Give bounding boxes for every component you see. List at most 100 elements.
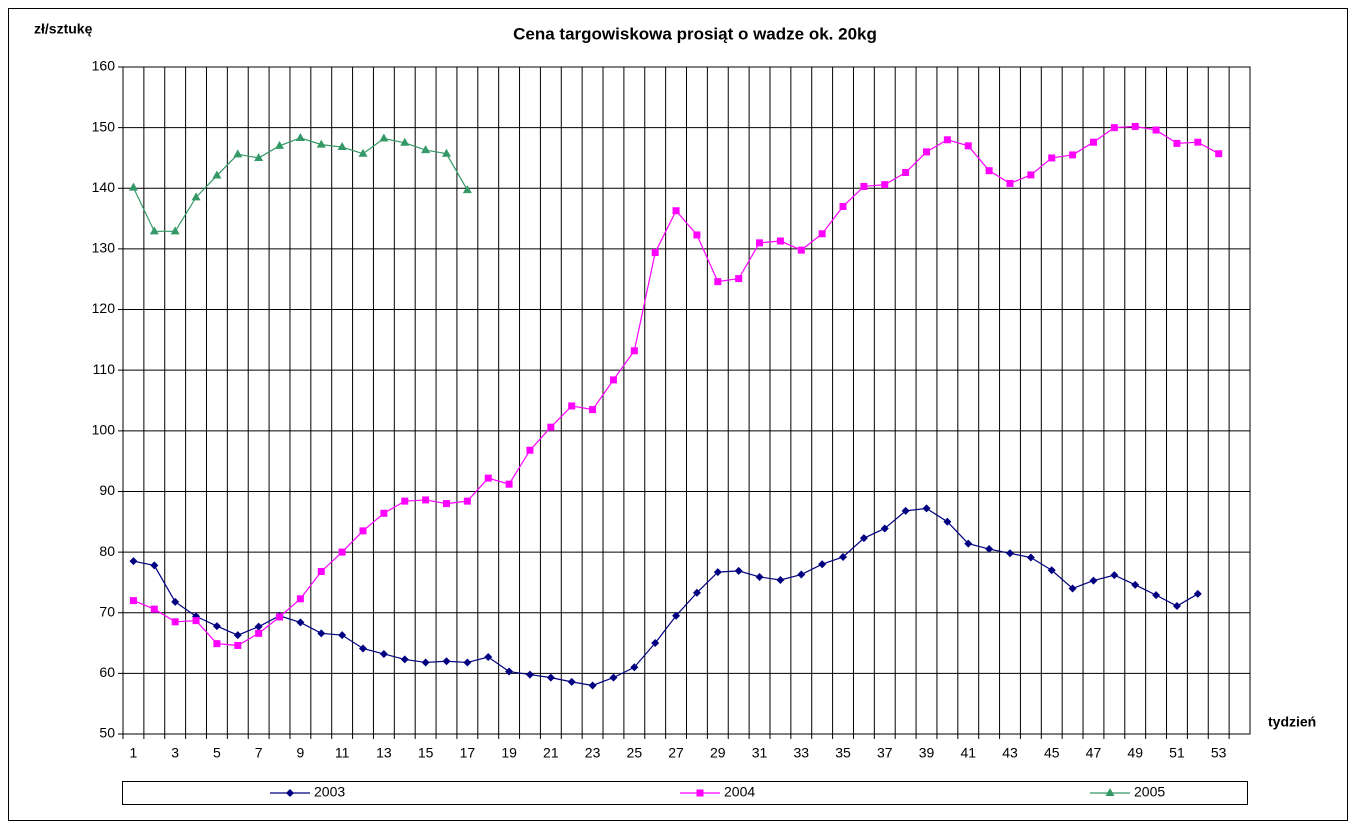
marker — [213, 640, 221, 648]
marker — [276, 613, 284, 621]
x-tick-label: 47 — [1086, 745, 1102, 761]
marker — [380, 509, 388, 517]
y-tick-label: 120 — [92, 300, 116, 316]
marker — [337, 142, 347, 151]
marker — [547, 423, 555, 431]
marker — [171, 618, 179, 626]
marker — [442, 500, 450, 508]
marker — [1006, 179, 1014, 187]
x-tick-label: 1 — [130, 745, 138, 761]
x-tick-label: 17 — [460, 745, 476, 761]
marker — [317, 629, 326, 638]
x-tick-label: 53 — [1211, 745, 1227, 761]
y-tick-label: 130 — [92, 240, 116, 256]
y-tick-label: 160 — [92, 58, 116, 74]
marker — [860, 182, 868, 190]
x-tick-label: 7 — [255, 745, 263, 761]
marker — [525, 670, 534, 679]
marker — [630, 347, 638, 355]
x-axis-label: tydzień — [1268, 714, 1316, 730]
marker — [254, 152, 264, 161]
marker — [296, 618, 305, 627]
series-line — [133, 507, 1199, 687]
marker — [713, 568, 722, 577]
x-tick-label: 27 — [668, 745, 684, 761]
marker — [797, 570, 806, 579]
marker — [338, 548, 346, 556]
marker — [484, 474, 492, 482]
marker — [902, 169, 910, 177]
x-tick-label: 49 — [1127, 745, 1143, 761]
marker — [756, 239, 764, 247]
marker — [714, 278, 722, 286]
marker — [797, 246, 805, 254]
marker — [693, 231, 701, 239]
marker — [233, 149, 243, 158]
marker — [400, 137, 410, 146]
marker — [191, 192, 201, 201]
marker — [1069, 151, 1077, 159]
legend-label: 2005 — [1134, 784, 1165, 800]
marker — [275, 140, 285, 149]
marker — [567, 677, 576, 686]
x-tick-label: 37 — [877, 745, 893, 761]
marker — [589, 406, 597, 414]
marker — [964, 539, 973, 548]
marker — [964, 142, 972, 150]
marker — [149, 226, 159, 235]
marker — [672, 207, 680, 215]
marker — [192, 617, 200, 625]
marker — [234, 641, 242, 649]
x-tick-label: 43 — [1002, 745, 1018, 761]
marker — [295, 132, 305, 141]
marker — [1026, 553, 1035, 562]
x-tick-label: 9 — [296, 745, 304, 761]
x-tick-label: 21 — [543, 745, 559, 761]
marker — [818, 560, 827, 569]
y-axis-label: zł/sztukę — [34, 21, 93, 37]
marker — [943, 136, 951, 144]
marker — [1173, 139, 1181, 147]
marker — [734, 566, 743, 575]
marker — [922, 504, 931, 513]
x-tick-label: 11 — [335, 745, 350, 761]
x-tick-label: 41 — [960, 745, 976, 761]
marker — [609, 376, 617, 384]
marker — [1194, 138, 1202, 146]
marker — [338, 631, 347, 640]
x-tick-label: 23 — [585, 745, 601, 761]
marker — [881, 181, 889, 189]
marker — [462, 185, 472, 194]
marker — [316, 139, 326, 148]
marker — [254, 622, 263, 631]
marker — [755, 572, 764, 581]
legend-label: 2003 — [314, 784, 345, 800]
marker — [129, 597, 137, 605]
marker — [1105, 788, 1115, 796]
marker — [379, 649, 388, 658]
marker — [255, 629, 263, 637]
marker — [1110, 571, 1119, 580]
marker — [923, 148, 931, 156]
marker — [776, 237, 784, 245]
marker — [296, 595, 304, 603]
x-tick-label: 31 — [752, 745, 768, 761]
x-tick-label: 13 — [376, 745, 392, 761]
marker — [1152, 591, 1161, 600]
marker — [421, 145, 431, 154]
marker — [588, 681, 597, 690]
marker — [880, 524, 889, 533]
marker — [1110, 124, 1118, 132]
marker — [484, 652, 493, 661]
marker — [651, 249, 659, 257]
x-tick-label: 19 — [501, 745, 517, 761]
marker — [150, 605, 158, 613]
marker — [233, 631, 242, 640]
marker — [128, 182, 138, 191]
marker — [1068, 584, 1077, 593]
marker — [442, 657, 451, 666]
marker — [546, 673, 555, 682]
marker — [379, 133, 389, 142]
legend-label: 2004 — [724, 784, 755, 800]
marker — [359, 527, 367, 535]
